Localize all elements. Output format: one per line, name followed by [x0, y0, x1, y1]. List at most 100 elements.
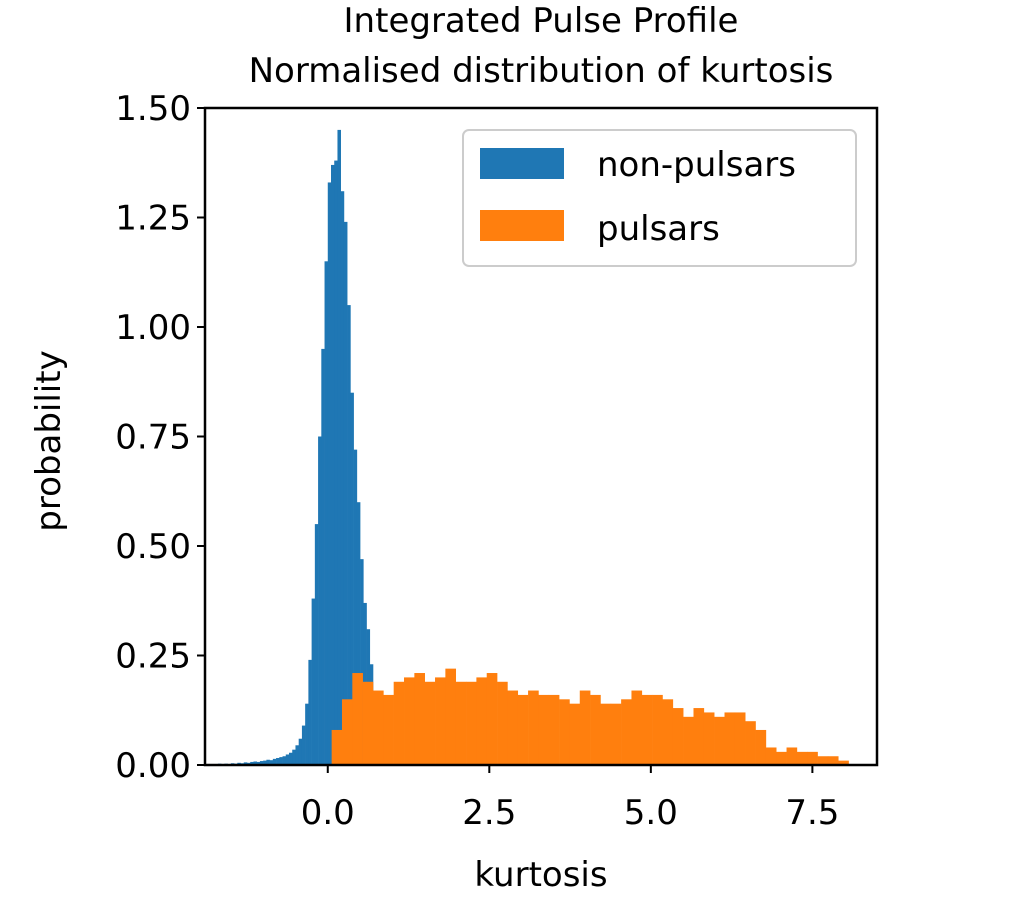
bar-non-pulsars [314, 524, 319, 765]
y-tick-label: 0.25 [115, 637, 191, 677]
bar-non-pulsars [337, 129, 341, 765]
bar-pulsars [373, 690, 384, 765]
bar-pulsars [362, 681, 374, 765]
bar-pulsars [672, 708, 684, 765]
bar-non-pulsars [269, 760, 274, 765]
bar-pulsars [548, 694, 560, 765]
bar-pulsars [786, 747, 798, 765]
bar-non-pulsars [263, 760, 267, 765]
bar-pulsars [590, 694, 601, 765]
bar-pulsars [765, 747, 777, 765]
bar-non-pulsars [259, 761, 264, 765]
bar-non-pulsars [347, 305, 351, 765]
bar-non-pulsars [360, 559, 364, 765]
bar-pulsars [559, 699, 570, 765]
bar-pulsars [414, 673, 425, 765]
bar-pulsars [610, 703, 622, 765]
x-tick-label: 5.0 [624, 793, 678, 833]
bar-non-pulsars [292, 749, 296, 765]
bar-pulsars [424, 681, 436, 765]
bar-pulsars [538, 694, 550, 765]
bar-pulsars [383, 694, 394, 765]
bar-pulsars [838, 760, 849, 765]
bar-pulsars [652, 694, 663, 765]
bar-pulsars [662, 699, 674, 765]
y-tick-label: 1.25 [115, 199, 191, 239]
y-axis-label: probability [29, 350, 69, 531]
bar-non-pulsars [331, 164, 335, 765]
bar-non-pulsars [282, 756, 287, 765]
bar-pulsars [734, 712, 746, 765]
bar-pulsars [476, 677, 488, 765]
bar-non-pulsars [301, 725, 306, 765]
bar-non-pulsars [353, 449, 358, 765]
bar-non-pulsars [334, 160, 338, 765]
bar-non-pulsars [350, 392, 354, 765]
y-tick-label: 0.50 [115, 527, 191, 567]
chart-title: Integrated Pulse Profile [344, 1, 739, 41]
bar-non-pulsars [295, 745, 299, 765]
legend-swatch-pulsars [480, 210, 564, 241]
bar-pulsars [724, 712, 736, 765]
legend-label-pulsars: pulsars [597, 209, 720, 249]
bar-pulsars [569, 703, 581, 765]
series-layer [217, 129, 849, 766]
bar-pulsars [641, 694, 653, 765]
bar-non-pulsars [279, 757, 283, 765]
bar-non-pulsars [253, 761, 257, 765]
bar-pulsars [341, 699, 353, 765]
x-axis-label: kurtosis [474, 855, 607, 895]
bar-pulsars [683, 716, 694, 765]
bar-pulsars [517, 694, 529, 765]
bar-pulsars [507, 690, 519, 765]
bar-non-pulsars [308, 659, 312, 765]
legend: non-pulsars pulsars [462, 129, 857, 267]
axes-layer: 0.0 2.5 5.0 7.5 0.00 0.25 0.50 0.75 1.00 1.25 1.50 [115, 89, 879, 833]
y-tick-label: 0.75 [115, 418, 191, 458]
bar-pulsars [455, 681, 467, 765]
bar-pulsars [817, 756, 829, 765]
bar-non-pulsars [272, 758, 277, 765]
bar-non-pulsars [356, 502, 361, 765]
bar-non-pulsars [276, 757, 280, 765]
bar-pulsars [497, 681, 508, 765]
chart-title-group: Integrated Pulse Profile Normalised dist… [249, 1, 834, 91]
bar-pulsars [745, 721, 756, 765]
bar-pulsars [486, 673, 498, 765]
y-tick-label: 0.00 [115, 746, 191, 786]
series-pulsars [331, 668, 849, 765]
y-tick-label: 1.50 [115, 89, 191, 129]
bar-pulsars [393, 681, 405, 765]
chart-subtitle: Normalised distribution of kurtosis [249, 51, 834, 91]
bar-non-pulsars [327, 182, 332, 765]
bar-non-pulsars [324, 261, 329, 765]
bar-pulsars [827, 756, 839, 765]
bar-non-pulsars [256, 761, 261, 765]
x-tick-label: 2.5 [462, 793, 516, 833]
bar-pulsars [693, 708, 705, 765]
bar-pulsars [703, 712, 715, 765]
bar-non-pulsars [243, 762, 248, 765]
bar-pulsars [352, 673, 363, 765]
bar-non-pulsars [340, 191, 345, 766]
bar-non-pulsars [298, 738, 303, 765]
x-tick-label: 0.0 [301, 793, 355, 833]
bar-pulsars [776, 751, 787, 765]
bar-pulsars [445, 668, 457, 765]
bar-pulsars [331, 729, 343, 765]
bar-non-pulsars [305, 703, 309, 765]
legend-label-non-pulsars: non-pulsars [597, 145, 796, 185]
bar-pulsars [755, 729, 767, 765]
bar-pulsars [404, 677, 415, 765]
legend-swatch-non-pulsars [480, 148, 564, 179]
bar-pulsars [528, 690, 539, 765]
bar-non-pulsars [311, 598, 316, 765]
bar-non-pulsars [321, 348, 325, 765]
bar-non-pulsars [343, 221, 348, 765]
bar-non-pulsars [266, 759, 270, 765]
bar-pulsars [631, 690, 643, 765]
bar-pulsars [714, 716, 725, 765]
bar-pulsars [600, 703, 612, 765]
bar-non-pulsars [289, 752, 293, 765]
